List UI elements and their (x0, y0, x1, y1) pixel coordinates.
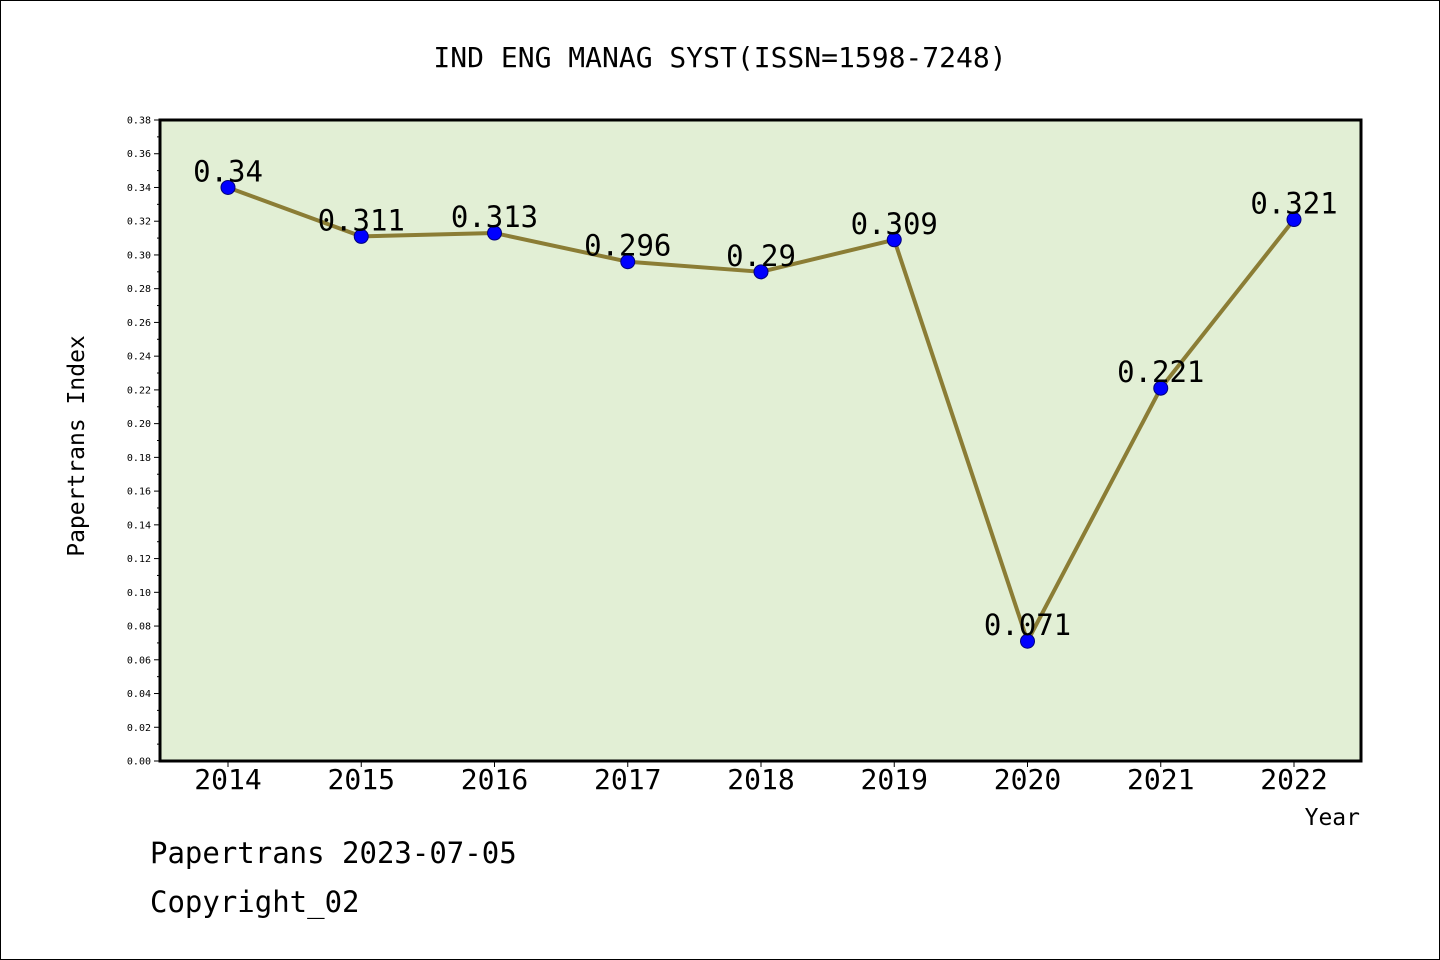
y-tick-label: 0.38 (127, 116, 151, 127)
data-point-marker (886, 232, 902, 248)
x-tick-label: 2018 (727, 763, 794, 796)
data-point-marker (753, 264, 769, 280)
x-tick-label: 2019 (861, 763, 928, 796)
plot-border (158, 118, 1363, 763)
x-tick-label: 2017 (594, 763, 661, 796)
y-axis-ticks: 0.00 0.02 0.04 0.06 0.08 0.10 0.12 0.14 0.16 0.18… (127, 116, 160, 768)
x-tick-label: 2014 (194, 763, 261, 796)
y-tick-label: 0.08 (127, 622, 151, 633)
data-point-marker (1153, 380, 1169, 396)
series-layer (220, 179, 1302, 649)
data-label: 0.313 (451, 200, 538, 234)
plot-area (160, 120, 1361, 761)
y-tick-label: 0.06 (127, 655, 151, 666)
y-tick-label: 0.16 (127, 487, 151, 498)
y-tick-label: 0.00 (127, 757, 151, 768)
data-point-marker (1020, 633, 1035, 649)
y-tick-label: 0.04 (127, 689, 151, 700)
data-label: 0.34 (193, 154, 263, 188)
y-tick-label: 0.26 (127, 318, 151, 329)
y-tick-label: 0.30 (127, 250, 151, 261)
data-point-marker (487, 225, 502, 241)
y-tick-label: 0.20 (127, 419, 151, 430)
y-tick-label: 0.28 (127, 284, 151, 295)
data-label: 0.071 (984, 608, 1071, 642)
x-axis-label: Year (1305, 805, 1360, 831)
chart-title: IND ENG MANAG SYST(ISSN=1598-7248) (433, 41, 1006, 74)
y-tick-label: 0.32 (127, 217, 151, 228)
y-tick-label: 0.24 (127, 352, 151, 363)
y-tick-label: 0.22 (127, 385, 151, 396)
footer-copyright: Copyright_02 (150, 885, 360, 919)
data-point-marker (1286, 212, 1302, 228)
y-tick-label: 0.36 (127, 149, 151, 160)
x-tick-label: 2016 (461, 763, 528, 796)
x-axis-ticks: 2014 2015 2016 2017 2018 2019 2020 2021 2022 (194, 761, 1328, 796)
y-tick-label: 0.12 (127, 554, 151, 565)
x-tick-label: 2020 (994, 763, 1061, 796)
data-label: 0.321 (1250, 187, 1337, 221)
data-label: 0.311 (318, 203, 405, 237)
data-point-marker (353, 228, 369, 244)
data-point-marker (220, 179, 236, 195)
y-tick-label: 0.02 (127, 723, 151, 734)
data-point-marker (620, 254, 636, 270)
data-label: 0.309 (851, 207, 938, 241)
y-tick-label: 0.18 (127, 453, 151, 464)
data-label: 0.296 (584, 229, 671, 263)
y-axis-label: Papertrans Index (64, 335, 90, 557)
data-label-layer: 0.34 0.311 0.313 0.296 0.29 0.309 0.071 0.221 0.… (193, 154, 1338, 642)
footer-date: Papertrans 2023-07-05 (150, 836, 517, 870)
y-tick-label: 0.10 (127, 588, 151, 599)
x-tick-label: 2015 (328, 763, 395, 796)
x-tick-label: 2022 (1260, 763, 1327, 796)
data-label: 0.29 (726, 239, 796, 273)
y-tick-label: 0.14 (127, 520, 151, 531)
data-label: 0.221 (1117, 355, 1204, 389)
x-tick-label: 2021 (1127, 763, 1194, 796)
y-tick-label: 0.34 (127, 183, 151, 194)
